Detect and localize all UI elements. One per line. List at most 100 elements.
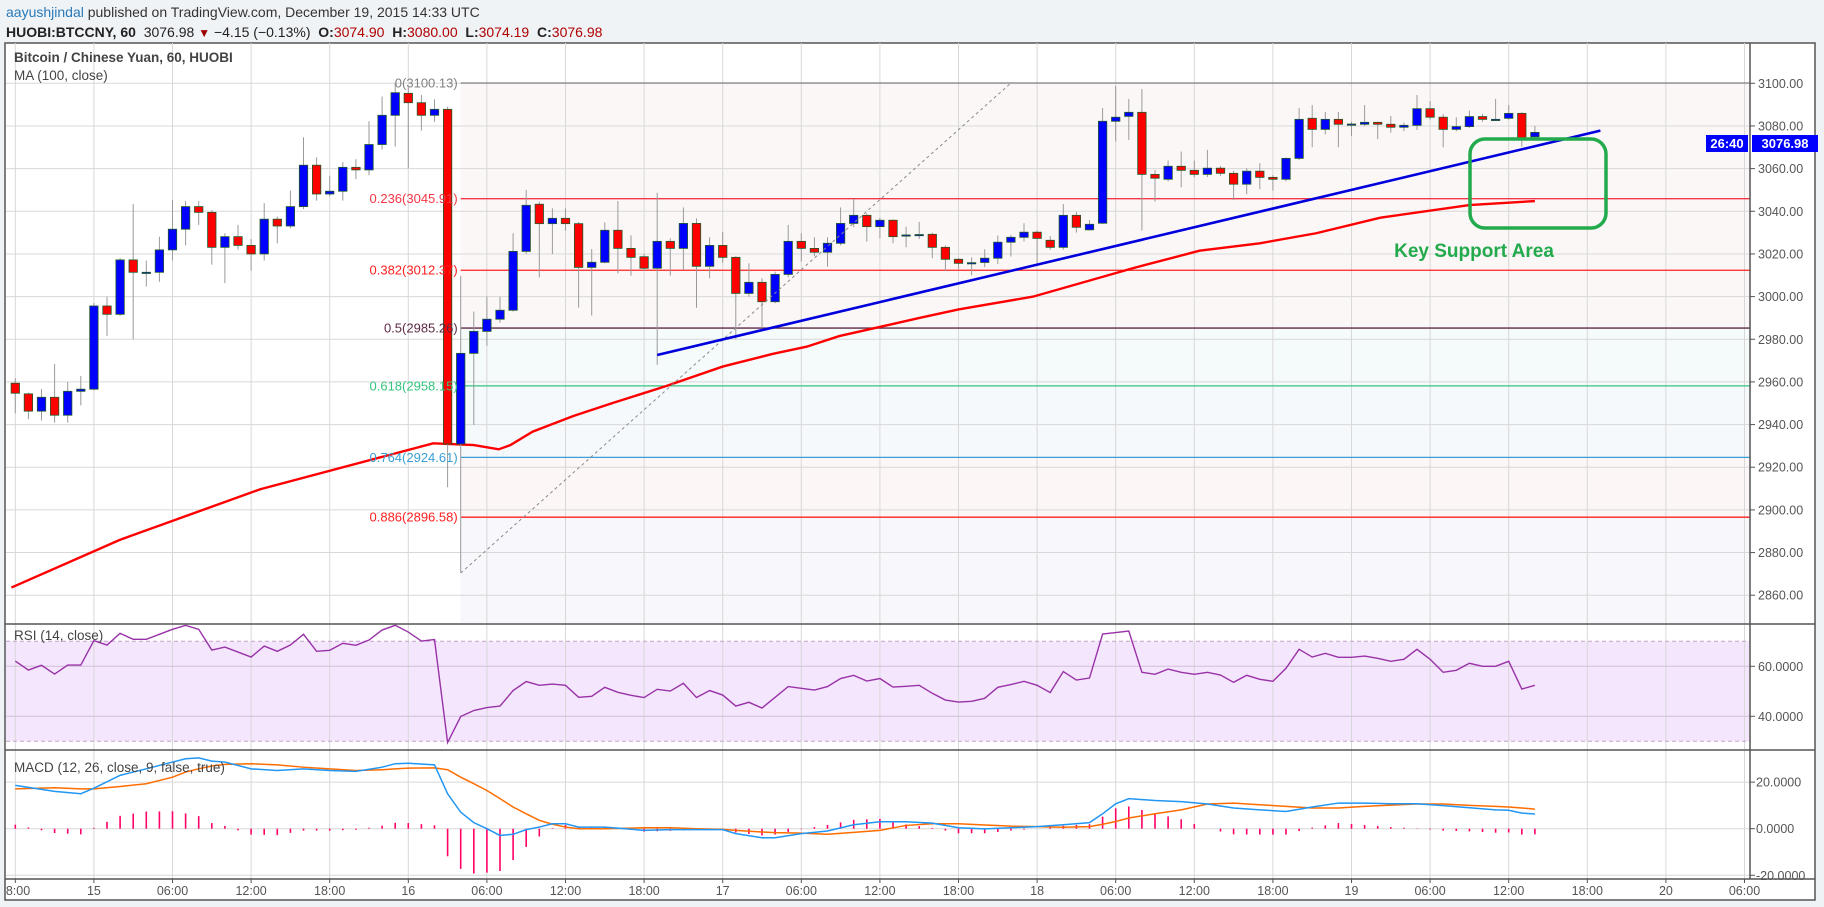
candle-body xyxy=(325,190,335,195)
macd-legend: MACD (12, 26, close, 9, false, true) xyxy=(14,760,225,775)
candle-body xyxy=(1294,118,1304,159)
candle-body xyxy=(298,164,309,207)
candle-body xyxy=(23,393,34,412)
candle-body xyxy=(587,261,597,268)
fib-level-label: 0.886(2896.58) xyxy=(370,510,458,525)
candle-body xyxy=(1137,111,1147,175)
candle-body xyxy=(390,92,400,116)
author-link[interactable]: aayushjindal xyxy=(6,4,84,20)
candle-body xyxy=(836,223,846,244)
price-axis-label: 2880.00 xyxy=(1758,546,1803,560)
candle-body xyxy=(875,219,885,228)
time-axis-label: 15 xyxy=(87,884,101,898)
candle-body xyxy=(770,274,780,303)
candle-body xyxy=(1111,116,1121,122)
support-trendline[interactable] xyxy=(656,129,1601,357)
candle-body xyxy=(416,102,427,116)
time-axis-label: 12:00 xyxy=(1179,884,1210,898)
macd-line xyxy=(15,757,1535,839)
candle-body xyxy=(731,256,741,294)
candle-body xyxy=(508,250,518,311)
candle-body xyxy=(1124,111,1134,117)
candle-body xyxy=(1268,176,1278,180)
candle-body xyxy=(639,256,649,269)
time-axis-label: 18:00 xyxy=(314,884,345,898)
price-axis-label: 2920.00 xyxy=(1758,461,1803,475)
candle-body xyxy=(1438,116,1448,130)
candle-body xyxy=(1032,231,1042,239)
candle-body xyxy=(901,234,911,237)
candle-body xyxy=(1412,108,1422,126)
candle-body xyxy=(194,206,204,213)
time-axis-label: 20 xyxy=(1659,884,1673,898)
candle-body xyxy=(246,245,256,255)
fib-band xyxy=(460,328,1751,386)
candle-body xyxy=(665,240,675,249)
rsi-band xyxy=(6,641,1750,742)
high-label: H: xyxy=(392,24,407,40)
key-support-label: Key Support Area xyxy=(1394,241,1554,262)
macd-axis-label: 20.0000 xyxy=(1756,776,1801,790)
candle-body xyxy=(456,352,466,445)
ma-legend: MA (100, close) xyxy=(14,68,108,83)
candle-body xyxy=(102,305,112,315)
time-axis-label: 06:00 xyxy=(1414,884,1445,898)
time-axis-label: 12:00 xyxy=(235,884,266,898)
candle-body xyxy=(849,214,859,224)
last-price: 3076.98 xyxy=(143,24,195,40)
candle-body xyxy=(678,223,689,249)
time-axis-label: 16 xyxy=(401,884,415,898)
time-axis-label: 18:00 xyxy=(1572,884,1603,898)
candle-body xyxy=(482,318,492,332)
price-axis-label: 3100.00 xyxy=(1758,77,1803,91)
candle-body xyxy=(1058,214,1068,248)
price-axis-label: 2900.00 xyxy=(1758,503,1803,517)
candle-body xyxy=(233,236,243,246)
open-label: O: xyxy=(318,24,334,40)
macd-axis-label: -20.0000 xyxy=(1756,869,1805,883)
price-axis-label: 2860.00 xyxy=(1758,589,1803,603)
candle-body xyxy=(1425,108,1435,118)
fib-band xyxy=(460,270,1751,329)
candle-body xyxy=(1386,123,1396,128)
candle-body xyxy=(1373,121,1383,125)
candle-body xyxy=(940,246,951,260)
candle-body xyxy=(547,217,558,225)
fib-level-label: 0.382(3012.37) xyxy=(370,263,458,278)
rsi-line xyxy=(14,624,1536,745)
candle-body xyxy=(967,262,977,265)
candle-body xyxy=(1451,126,1461,130)
candle-body xyxy=(1464,116,1474,127)
candle-body xyxy=(914,234,924,237)
fib-level-label: 0.618(2958.15) xyxy=(370,378,458,393)
candle-body xyxy=(783,240,793,275)
price-change: −4.15 (−0.13%) xyxy=(213,24,311,40)
time-axis-label: 18:00 xyxy=(943,884,974,898)
candle-body xyxy=(10,382,20,394)
candle-body xyxy=(36,396,47,412)
price-axis-label: 3060.00 xyxy=(1758,162,1803,176)
fib-band xyxy=(460,517,1751,623)
candle-body xyxy=(1333,118,1343,125)
candle-body xyxy=(1098,120,1108,224)
candle-body xyxy=(1477,116,1488,120)
candle-body xyxy=(403,92,413,104)
key-support-box[interactable] xyxy=(1468,137,1608,230)
fib-band xyxy=(460,457,1751,518)
candle-body xyxy=(613,229,623,249)
candle-body xyxy=(888,219,898,238)
fib-band xyxy=(460,385,1751,458)
high-value: 3080.00 xyxy=(407,24,458,40)
countdown-tag-text: 26:40 xyxy=(1710,136,1743,151)
rsi-axis-label: 60.0000 xyxy=(1758,660,1803,674)
time-axis-label: 06:00 xyxy=(157,884,188,898)
price-axis-label: 3080.00 xyxy=(1758,119,1803,133)
rsi-axis-label: 40.0000 xyxy=(1758,710,1803,724)
candle-body xyxy=(1242,170,1252,185)
candle-body xyxy=(1517,112,1527,139)
close-label: C: xyxy=(537,24,552,40)
time-axis-label: 12:00 xyxy=(864,884,895,898)
candle-body xyxy=(1163,165,1173,180)
time-axis-label: 06:00 xyxy=(471,884,502,898)
